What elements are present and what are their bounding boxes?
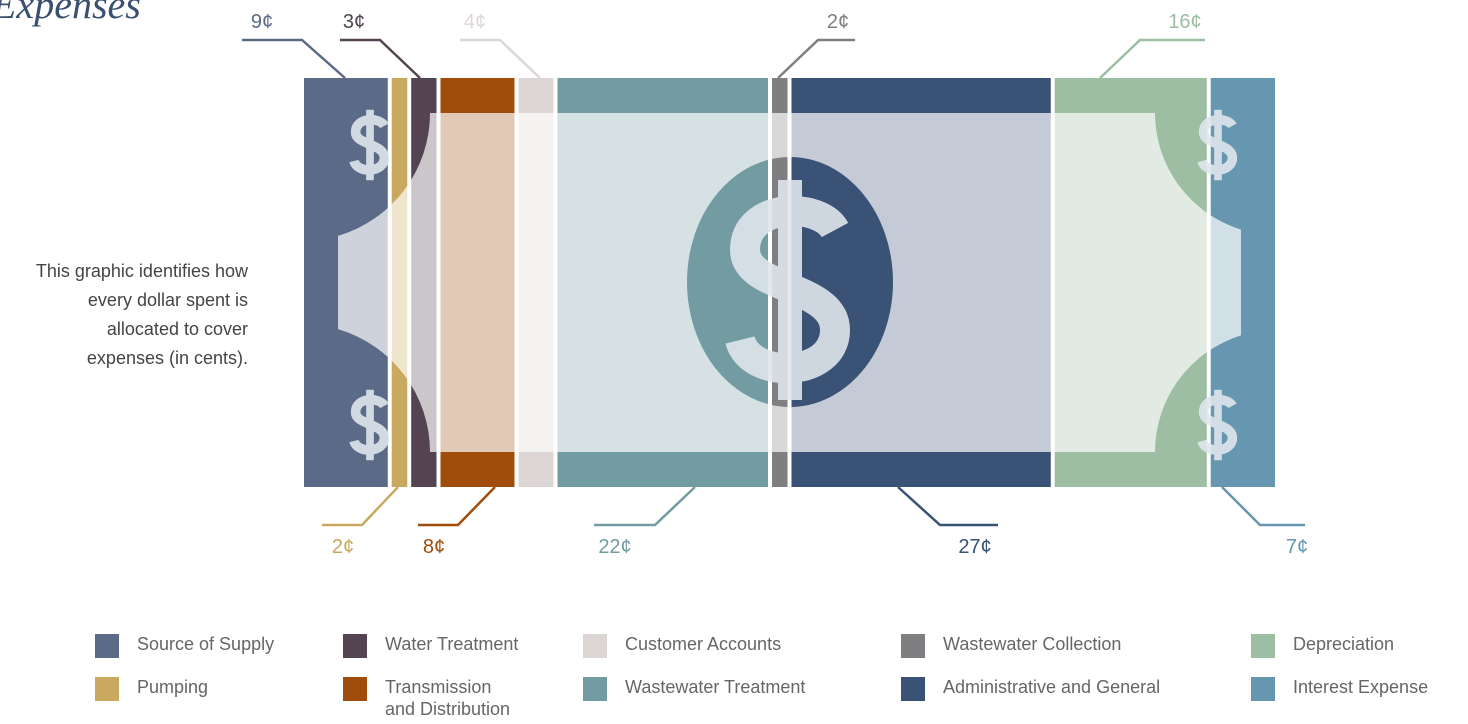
leader-line xyxy=(242,38,346,79)
strip xyxy=(440,78,515,487)
chart-title: Expenses xyxy=(0,0,141,27)
leader-line xyxy=(777,38,855,79)
legend-label: Water Treatment xyxy=(385,634,519,654)
data-label: 16¢ xyxy=(1168,11,1201,33)
legend-label: Administrative and General xyxy=(943,677,1161,697)
legend-swatch xyxy=(343,634,367,658)
strip xyxy=(391,78,408,487)
legend-swatch xyxy=(583,677,607,701)
strip xyxy=(557,78,768,487)
strip xyxy=(791,78,1051,487)
leader-line xyxy=(1221,486,1305,527)
legend-label: Source of Supply xyxy=(137,634,275,654)
subtitle: This graphic identifies how every dollar… xyxy=(35,261,248,368)
data-label: 2¢ xyxy=(827,11,849,33)
leader-line xyxy=(897,486,998,527)
legend-swatch xyxy=(1251,677,1275,701)
data-label: 9¢ xyxy=(251,11,273,33)
legend-label: Wastewater Treatment xyxy=(625,677,806,697)
legend-swatch xyxy=(95,677,119,701)
data-label: 22¢ xyxy=(598,536,631,558)
data-label: 8¢ xyxy=(423,536,445,558)
strip-tint xyxy=(518,78,554,487)
data-label: 3¢ xyxy=(343,11,365,33)
legend-swatch xyxy=(901,677,925,701)
legend-label: Pumping xyxy=(137,677,209,697)
strip xyxy=(411,78,437,487)
leader-line xyxy=(340,38,421,79)
legend-label: Depreciation xyxy=(1293,634,1395,654)
data-label: 7¢ xyxy=(1286,536,1308,558)
data-label: 27¢ xyxy=(958,536,991,558)
legend-swatch xyxy=(1251,634,1275,658)
leader-line xyxy=(322,486,399,527)
legend-swatch xyxy=(95,634,119,658)
leader-line xyxy=(1099,38,1205,79)
legend-label: Wastewater Collection xyxy=(943,634,1122,654)
legend-label: Transmission and Distribution xyxy=(385,677,511,719)
leader-line xyxy=(460,38,541,79)
strip-tint xyxy=(440,78,515,487)
strip xyxy=(518,78,554,487)
legend-swatch xyxy=(343,677,367,701)
data-label: 4¢ xyxy=(464,11,486,33)
legend-label: Customer Accounts xyxy=(625,634,782,654)
legend-label: Interest Expense xyxy=(1293,677,1429,697)
leader-line xyxy=(418,486,496,527)
data-label: 2¢ xyxy=(332,536,354,558)
legend-swatch xyxy=(583,634,607,658)
strip xyxy=(1054,78,1207,487)
legend-swatch xyxy=(901,634,925,658)
leader-line xyxy=(594,486,696,527)
